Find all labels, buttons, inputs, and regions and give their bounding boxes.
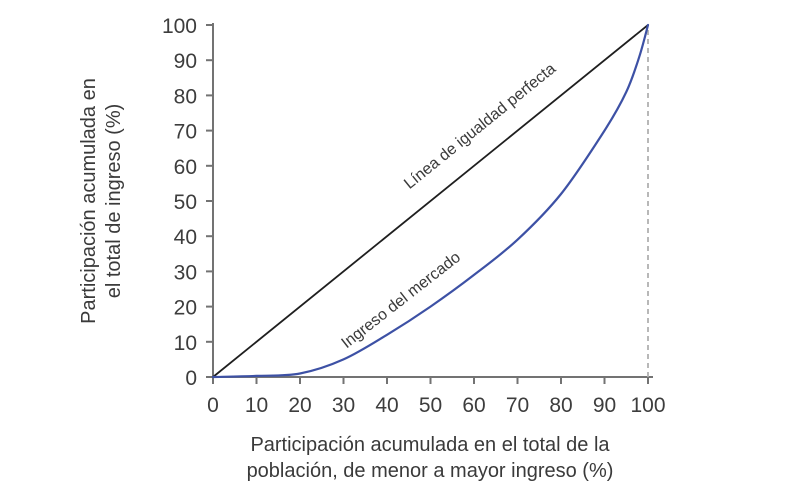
lorenz-curve bbox=[211, 23, 650, 379]
y-tick-label: 80 bbox=[174, 85, 197, 108]
x-tick-label: 70 bbox=[506, 394, 529, 417]
y-tick-label: 70 bbox=[174, 121, 197, 144]
y-tick-label: 0 bbox=[185, 367, 197, 390]
x-tick-label: 40 bbox=[375, 394, 398, 417]
x-tick-label: 90 bbox=[593, 394, 616, 417]
x-tick-label: 100 bbox=[630, 394, 665, 417]
x-tick-label: 80 bbox=[549, 394, 572, 417]
y-tick-label: 20 bbox=[174, 297, 197, 320]
y-axis-title-line2: el total de ingreso (%) bbox=[103, 104, 125, 299]
y-tick-label: 100 bbox=[162, 15, 197, 38]
x-tick-label: 60 bbox=[462, 394, 485, 417]
x-tick-label: 30 bbox=[332, 394, 355, 417]
series-layer bbox=[211, 23, 650, 379]
axes-layer: 0 10 20 30 40 50 60 70 80 90 100 0 10 20 30 40 50 60 70 80 9… bbox=[162, 15, 666, 417]
y-axis-title-line1: Participación acumulada en bbox=[78, 78, 100, 324]
y-tick-label: 90 bbox=[174, 50, 197, 73]
equality-line-label: Línea de igualdad perfecta bbox=[401, 60, 559, 193]
x-tick-label: 20 bbox=[288, 394, 311, 417]
y-tick-label: 10 bbox=[174, 332, 197, 355]
x-tick-label: 0 bbox=[207, 394, 219, 417]
y-tick-label: 30 bbox=[174, 261, 197, 284]
x-tick-label: 10 bbox=[245, 394, 268, 417]
x-axis-title-line1: Participación acumulada en el total de l… bbox=[250, 434, 610, 456]
y-tick-label: 60 bbox=[174, 156, 197, 179]
y-tick-label: 40 bbox=[174, 226, 197, 249]
y-tick-label: 50 bbox=[174, 191, 197, 214]
x-axis-title-line2: población, de menor a mayor ingreso (%) bbox=[247, 460, 614, 482]
x-tick-label: 50 bbox=[419, 394, 442, 417]
equality-line bbox=[212, 24, 649, 378]
lorenz-curve-label: Ingreso del mercado bbox=[339, 249, 464, 352]
